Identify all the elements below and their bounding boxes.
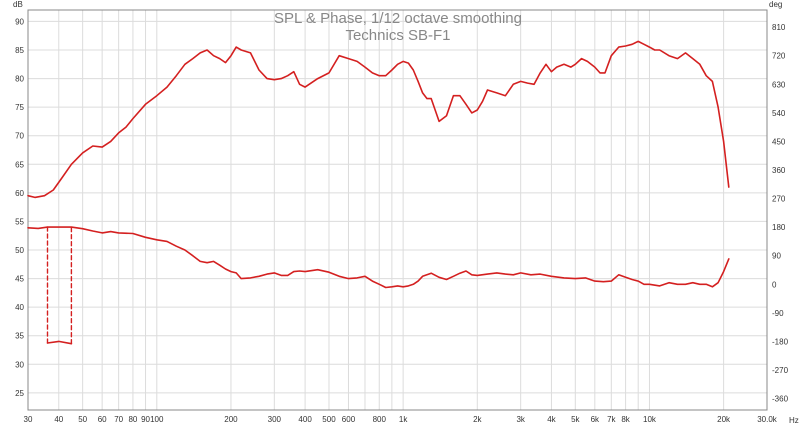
y-right-tick-label: -360 <box>772 395 789 404</box>
y-right-tick-labels: -360 -270 -180 -90 0 90 180 270 360 450 540 630 720 8… <box>772 23 789 403</box>
x-tick-labels: 30 40 50 60 70 80 90 100 200 300 400 500 600 800 1k 2k 3… <box>24 415 778 424</box>
x-tick-label: 100 <box>150 415 164 424</box>
y-right-tick-label: 0 <box>772 280 777 289</box>
x-tick-label: 90 <box>141 415 150 424</box>
x-tick-label: 30 <box>24 415 33 424</box>
x-tick-label: 5k <box>571 415 580 424</box>
y-right-tick-label: -90 <box>772 309 784 318</box>
y-right-tick-label: 90 <box>772 252 781 261</box>
y-left-tick-label: 25 <box>15 389 24 398</box>
y-right-tick-label: -180 <box>772 337 789 346</box>
y-right-tick-label: 270 <box>772 195 786 204</box>
x-tick-label: 6k <box>591 415 600 424</box>
x-tick-label: 7k <box>607 415 616 424</box>
x-tick-label: 800 <box>373 415 387 424</box>
y-right-tick-label: 720 <box>772 52 786 61</box>
x-tick-label: 8k <box>621 415 630 424</box>
x-tick-label: 20k <box>717 415 731 424</box>
y-left-tick-label: 70 <box>15 132 24 141</box>
chart-title: SPL & Phase, 1/12 octave smoothing <box>274 10 522 27</box>
y-right-tick-label: 180 <box>772 223 786 232</box>
x-tick-label: 300 <box>268 415 282 424</box>
x-tick-label: 60 <box>98 415 107 424</box>
x-tick-label: 40 <box>54 415 63 424</box>
x-tick-label: 80 <box>128 415 137 424</box>
x-tick-label: 500 <box>322 415 336 424</box>
x-tick-label: 70 <box>114 415 123 424</box>
y-left-tick-label: 75 <box>15 103 24 112</box>
y-left-tick-label: 30 <box>15 360 24 369</box>
y-left-unit: dB <box>13 0 23 9</box>
y-left-tick-label: 85 <box>15 46 24 55</box>
x-tick-label: 30.0k <box>757 415 778 424</box>
y-left-tick-label: 90 <box>15 17 24 26</box>
x-tick-label: 10k <box>643 415 657 424</box>
x-unit: Hz <box>789 416 799 425</box>
y-right-tick-label: 810 <box>772 23 786 32</box>
x-tick-label: 50 <box>78 415 87 424</box>
chart-subtitle: Technics SB-F1 <box>345 27 450 44</box>
y-left-tick-label: 45 <box>15 275 24 284</box>
x-tick-label: 4k <box>547 415 556 424</box>
x-tick-label: 1k <box>399 415 408 424</box>
y-right-tick-label: 540 <box>772 109 786 118</box>
y-left-tick-label: 55 <box>15 217 24 226</box>
y-right-tick-label: 450 <box>772 137 786 146</box>
x-tick-label: 400 <box>298 415 312 424</box>
y-left-tick-label: 35 <box>15 332 24 341</box>
y-left-tick-label: 80 <box>15 75 24 84</box>
plot-frame <box>27 9 768 411</box>
x-tick-label: 2k <box>473 415 482 424</box>
y-left-tick-label: 50 <box>15 246 24 255</box>
phase-line <box>27 226 730 289</box>
x-tick-label: 200 <box>224 415 238 424</box>
y-right-unit: deg <box>769 0 782 9</box>
y-left-tick-labels: 25 30 35 40 45 50 55 60 65 70 75 80 85 90 <box>15 17 24 397</box>
series-lines <box>27 40 730 345</box>
y-left-tick-label: 60 <box>15 189 24 198</box>
y-right-tick-label: -270 <box>772 366 789 375</box>
x-tick-label: 600 <box>342 415 356 424</box>
y-left-tick-label: 40 <box>15 303 24 312</box>
x-tick-label: 3k <box>516 415 525 424</box>
grid <box>28 10 767 410</box>
y-right-tick-label: 630 <box>772 80 786 89</box>
phase-low-line <box>46 340 73 345</box>
y-right-tick-label: 360 <box>772 166 786 175</box>
y-left-tick-label: 65 <box>15 160 24 169</box>
spl-line <box>27 40 730 199</box>
